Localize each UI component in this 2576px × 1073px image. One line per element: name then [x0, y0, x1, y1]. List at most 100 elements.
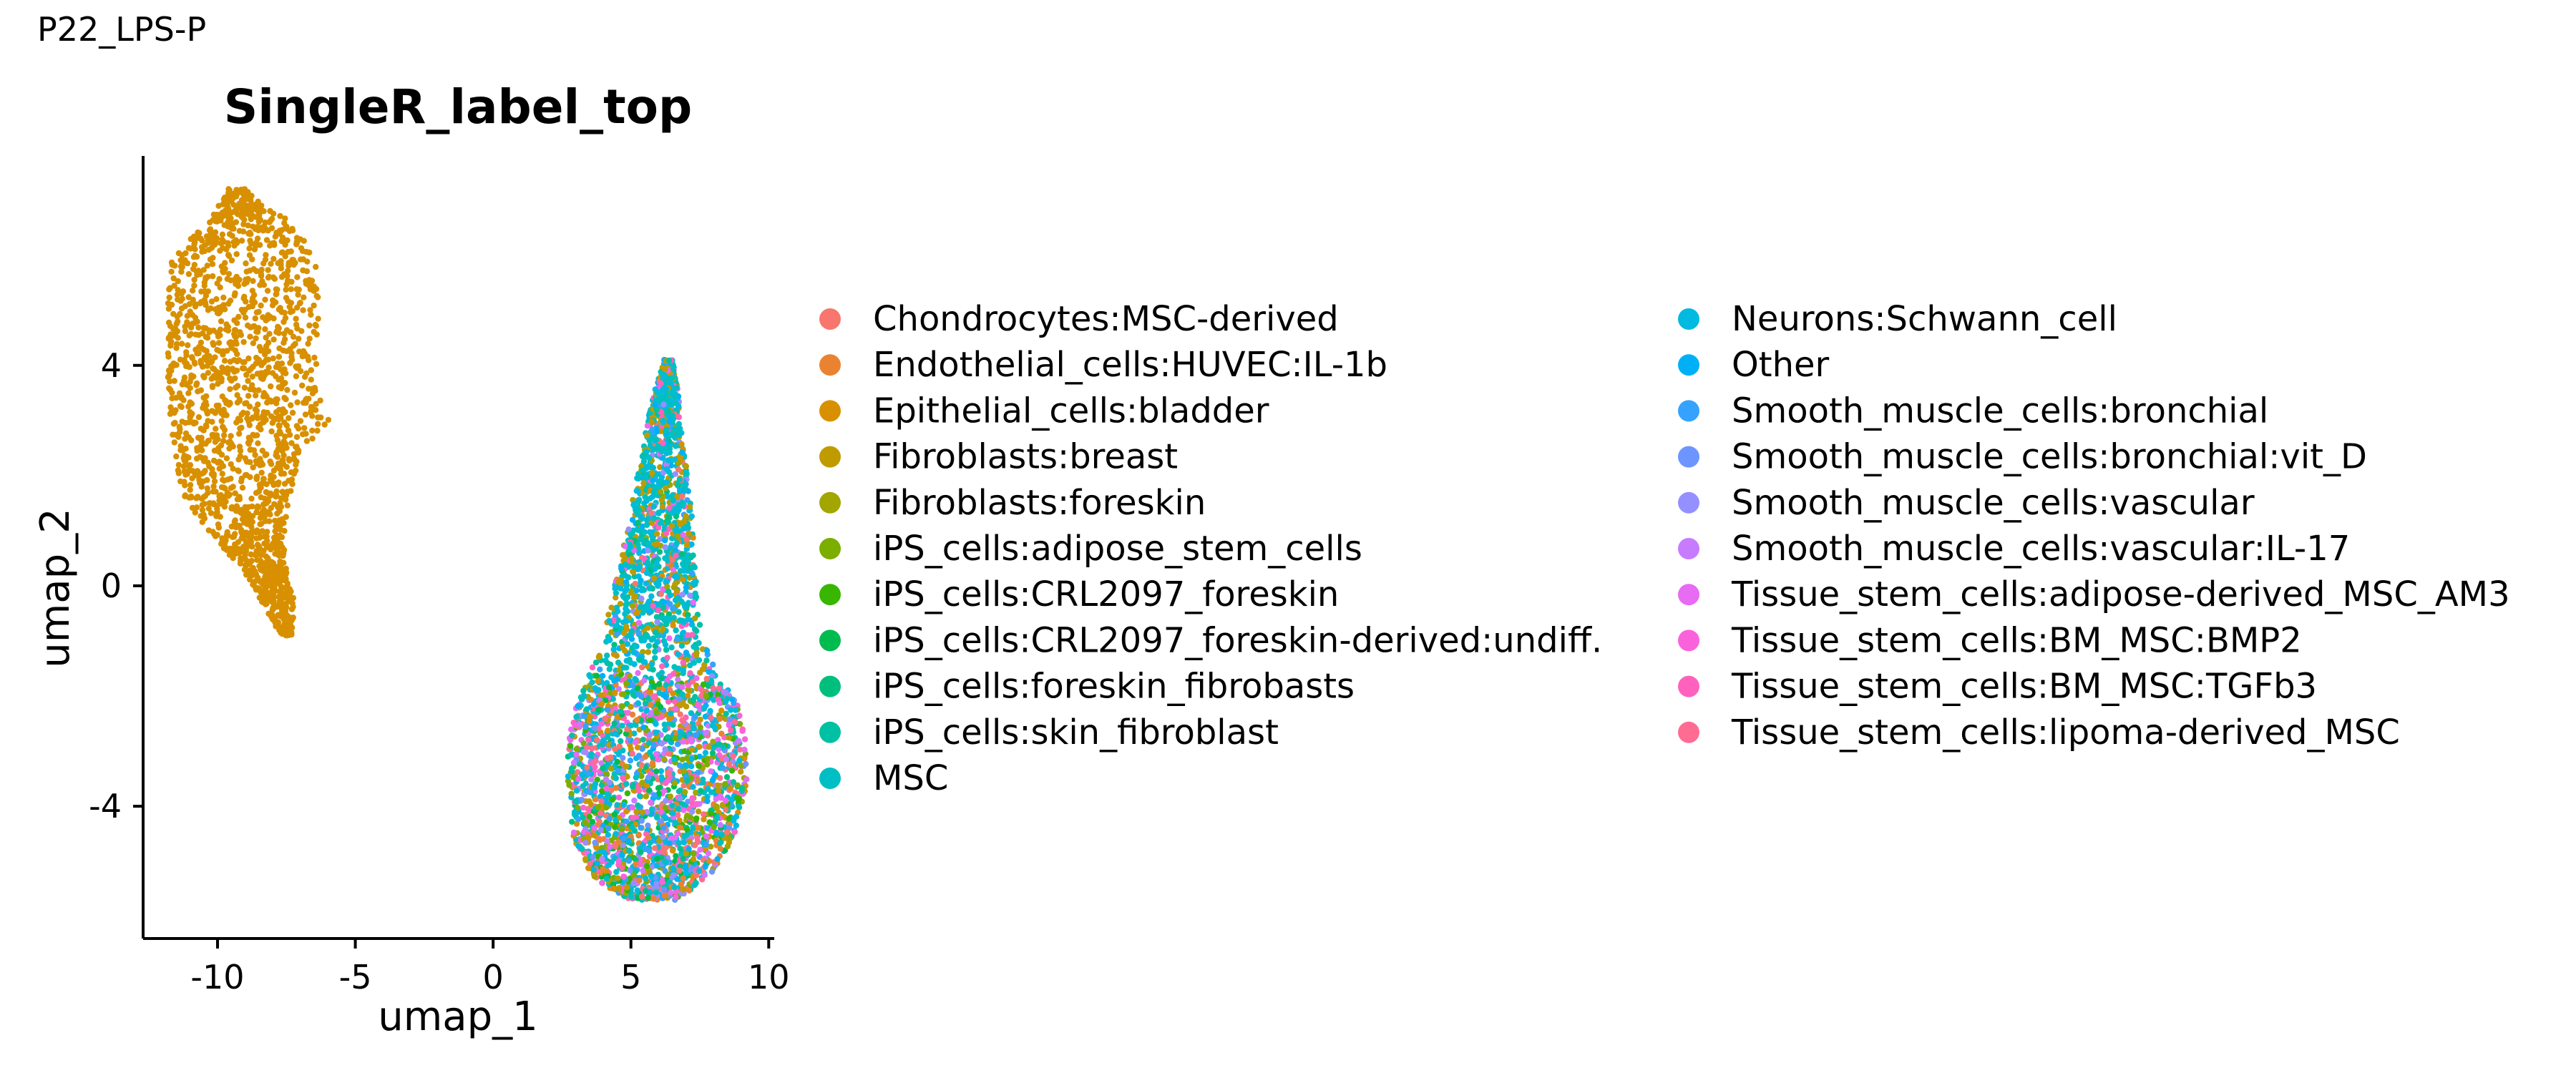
scatter-point: [208, 376, 215, 382]
scatter-point: [646, 609, 653, 615]
scatter-point: [243, 400, 250, 406]
scatter-point: [218, 369, 224, 376]
scatter-point: [683, 763, 689, 770]
scatter-point: [180, 447, 186, 454]
scatter-point: [286, 303, 293, 310]
scatter-point: [275, 413, 282, 420]
scatter-point: [277, 229, 283, 235]
scatter-point: [187, 385, 193, 391]
scatter-point: [653, 883, 660, 890]
scatter-point: [620, 747, 626, 754]
scatter-point: [611, 677, 618, 684]
scatter-point: [257, 282, 263, 288]
scatter-point: [693, 872, 700, 878]
scatter-point: [223, 544, 230, 552]
scatter-point: [623, 623, 630, 630]
scatter-point: [281, 419, 288, 426]
scatter-point: [709, 750, 716, 756]
scatter-point: [313, 323, 319, 329]
scatter-point: [670, 722, 676, 728]
scatter-point: [311, 302, 317, 309]
scatter-point: [262, 326, 268, 333]
scatter-point: [280, 410, 286, 416]
scatter-point: [275, 576, 281, 582]
scatter-point: [188, 411, 195, 418]
scatter-point: [200, 511, 207, 518]
scatter-point: [245, 521, 253, 528]
scatter-point: [191, 276, 197, 283]
scatter-point: [268, 479, 275, 485]
scatter-point: [170, 325, 177, 332]
scatter-point: [220, 438, 227, 444]
scatter-point: [173, 362, 180, 368]
scatter-point: [285, 298, 291, 305]
scatter-point: [286, 263, 292, 269]
scatter-point: [739, 727, 746, 734]
scatter-point: [670, 865, 677, 872]
scatter-point: [693, 880, 699, 886]
scatter-point: [247, 459, 253, 466]
scatter-point: [206, 500, 213, 506]
scatter-point: [175, 461, 182, 469]
scatter-point: [677, 728, 683, 735]
scatter-point: [705, 785, 711, 793]
scatter-point: [227, 298, 234, 304]
scatter-point: [570, 829, 577, 836]
scatter-point: [677, 711, 683, 717]
scatter-point: [265, 348, 272, 355]
scatter-point: [296, 335, 302, 342]
scatter-point: [582, 840, 589, 846]
scatter-point: [239, 484, 246, 491]
scatter-point: [666, 635, 673, 642]
scatter-point: [624, 641, 631, 647]
scatter-point: [302, 411, 309, 418]
scatter-point: [592, 660, 600, 666]
scatter-point: [696, 657, 703, 664]
scatter-point: [645, 834, 652, 841]
scatter-point: [631, 797, 638, 804]
scatter-point: [221, 504, 228, 510]
scatter-point: [646, 455, 653, 461]
scatter-point: [652, 845, 658, 851]
scatter-point: [728, 696, 736, 702]
scatter-point: [650, 464, 657, 471]
scatter-point: [230, 225, 237, 232]
scatter-point: [206, 327, 213, 334]
scatter-point: [275, 446, 281, 452]
scatter-point: [205, 370, 212, 376]
scatter-point: [663, 479, 670, 486]
scatter-point: [233, 280, 239, 288]
scatter-point: [635, 753, 643, 759]
scatter-point: [627, 544, 634, 550]
scatter-point: [613, 831, 619, 837]
scatter-point: [629, 530, 635, 537]
scatter-point: [219, 364, 225, 371]
scatter-point: [230, 555, 236, 562]
scatter-point: [700, 681, 707, 688]
scatter-point: [200, 346, 208, 353]
scatter-point: [209, 358, 215, 365]
scatter-point: [277, 212, 283, 220]
scatter-point: [717, 846, 723, 852]
scatter-point: [641, 677, 648, 684]
scatter-point: [619, 552, 626, 559]
scatter-point: [658, 478, 665, 484]
scatter-point: [299, 431, 306, 438]
scatter-point: [227, 399, 233, 406]
scatter-point: [239, 510, 245, 517]
scatter-point: [306, 322, 313, 329]
scatter-point: [611, 642, 618, 648]
scatter-point: [252, 451, 258, 459]
scatter-point: [204, 476, 210, 484]
scatter-point: [260, 419, 267, 426]
scatter-point: [195, 414, 203, 421]
scatter-point: [234, 392, 240, 398]
scatter-point: [218, 240, 225, 247]
scatter-point: [607, 661, 614, 668]
scatter-point: [238, 214, 245, 220]
scatter-point: [623, 780, 630, 788]
scatter-point: [240, 221, 247, 227]
scatter-point: [656, 837, 663, 844]
scatter-point: [306, 335, 313, 342]
scatter-point: [209, 383, 216, 389]
